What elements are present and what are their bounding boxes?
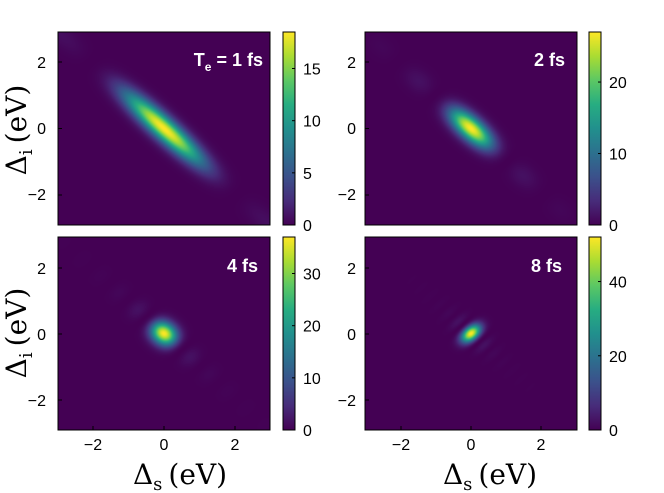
x-tick-marks-4 (400, 426, 542, 430)
heatmap-image-1 (58, 32, 270, 225)
colorbar-2 (589, 32, 601, 225)
x-tick-label: −2 (84, 437, 102, 454)
panel-2: 2 0 −2 2 fs 20 10 0 (338, 31, 627, 235)
colorbar-tick-label: 40 (609, 275, 627, 292)
y-tick-label: −2 (28, 187, 46, 204)
colorbar-1 (283, 32, 295, 225)
colorbar-tick-label: 0 (303, 218, 312, 235)
y-tick-label: 2 (347, 261, 356, 278)
y-axis-label-top: Δi(eV) (0, 85, 37, 176)
y-tick-label: 0 (37, 327, 46, 344)
panel-annotation: 4 fs (227, 256, 258, 276)
x-tick-label: 2 (537, 437, 546, 454)
panel-3: 2 0 −2 −2 0 2 4 fs 30 20 10 0 (28, 236, 321, 454)
panel-1: 2 0 −2 Te = 1 fs 15 10 5 0 (28, 31, 321, 235)
heatmap-image-3 (58, 237, 270, 430)
x-tick-label: 0 (467, 437, 476, 454)
colorbar-tick-label: 20 (609, 349, 627, 366)
x-tick-label: −2 (392, 437, 410, 454)
y-axis-label-bottom: Δi(eV) (0, 288, 37, 379)
x-axis-label-left: Δs (eV) (133, 458, 227, 493)
y-tick-label: 0 (347, 327, 356, 344)
colorbar-tick-label: 20 (609, 75, 627, 92)
y-tick-label: 0 (347, 121, 356, 138)
colorbar-tick-label: 10 (303, 371, 321, 388)
y-tick-label: 2 (37, 55, 46, 72)
colorbar-3 (283, 237, 295, 430)
colorbar-tick-label: 10 (303, 114, 321, 131)
y-tick-marks-3 (58, 267, 62, 401)
y-tick-marks-1 (58, 61, 62, 196)
colorbar-tick-label: 15 (303, 62, 321, 79)
panel-annotation: Te = 1 fs (194, 50, 263, 74)
y-tick-label: −2 (28, 393, 46, 410)
x-tick-marks-3 (92, 426, 236, 430)
y-tick-label: 2 (37, 261, 46, 278)
colorbar-tick-label: 20 (303, 319, 321, 336)
colorbar-4 (589, 237, 601, 430)
x-tick-label: 2 (231, 437, 240, 454)
colorbar-tick-label: 10 (609, 147, 627, 164)
panel-annotation: 2 fs (534, 50, 565, 70)
colorbar-tick-label: 0 (303, 423, 312, 440)
y-tick-marks-4 (365, 267, 369, 401)
panel-annotation: 8 fs (531, 256, 562, 276)
colorbar-tick-label: 0 (609, 218, 618, 235)
x-tick-label: 0 (160, 437, 169, 454)
colorbar-tick-label: 0 (609, 423, 618, 440)
panel-4: 2 0 −2 −2 0 2 8 fs 40 20 0 (338, 236, 627, 454)
y-tick-label: 2 (347, 55, 356, 72)
y-tick-marks-2 (365, 61, 369, 196)
y-tick-label: −2 (338, 393, 356, 410)
colorbar-tick-label: 5 (303, 166, 312, 183)
y-tick-label: 0 (37, 121, 46, 138)
colorbar-tick-label: 30 (303, 267, 321, 284)
heatmap-image-2 (365, 32, 577, 225)
heatmap-image-4 (365, 237, 577, 430)
x-axis-label-right: Δs (eV) (443, 458, 537, 493)
y-tick-label: −2 (338, 187, 356, 204)
